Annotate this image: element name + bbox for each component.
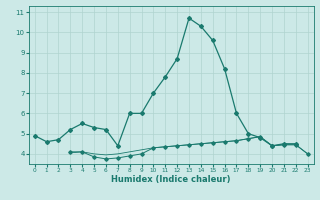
X-axis label: Humidex (Indice chaleur): Humidex (Indice chaleur)	[111, 175, 231, 184]
